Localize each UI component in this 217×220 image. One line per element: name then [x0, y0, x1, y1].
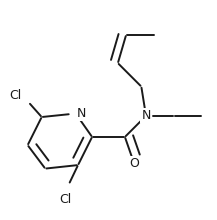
Text: Cl: Cl [59, 193, 71, 206]
Text: N: N [141, 109, 151, 122]
Text: O: O [129, 157, 139, 170]
Text: N: N [77, 107, 86, 120]
Text: Cl: Cl [10, 90, 22, 103]
